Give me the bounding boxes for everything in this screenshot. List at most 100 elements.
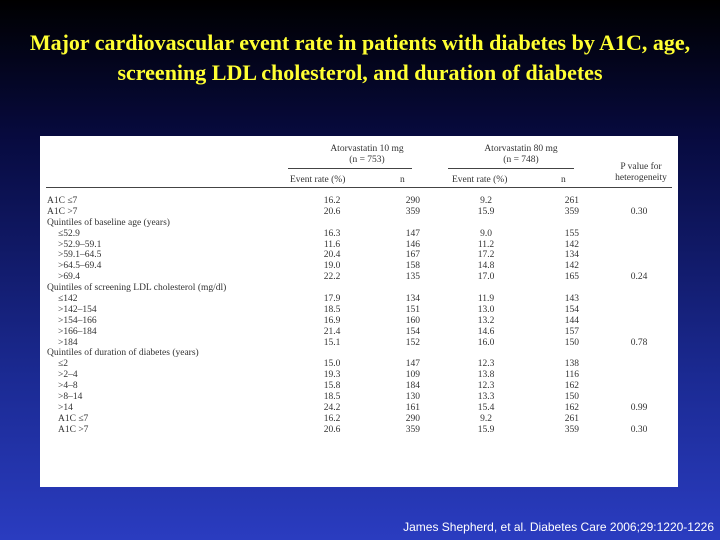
n-80mg: 150	[564, 392, 579, 403]
event-rate-10mg: 15.1	[323, 337, 341, 348]
table-row: A1C ≤7 16.2 290 9.2 261	[40, 414, 678, 425]
header-rule	[46, 187, 672, 188]
n-10mg: 359	[405, 424, 420, 435]
group2-name: Atorvastatin 80 mg	[484, 144, 558, 154]
event-rate-80mg: 13.8	[477, 370, 495, 381]
n-10mg: 135	[405, 272, 420, 283]
n-10mg: 290	[405, 413, 420, 424]
table-row: >4–8 15.8 184 12.3 162	[40, 381, 678, 392]
group2-n-subheader: n	[561, 175, 566, 185]
row-label: A1C ≤7	[58, 413, 89, 424]
event-rate-80mg: 17.2	[477, 250, 495, 261]
n-80mg: 138	[564, 359, 579, 370]
p-value: 0.78	[630, 337, 648, 348]
event-rate-80mg: 16.0	[477, 337, 495, 348]
n-80mg: 134	[564, 250, 579, 261]
n-80mg: 157	[564, 326, 579, 337]
event-rate-10mg: 15.8	[323, 381, 341, 392]
event-rate-10mg: 11.6	[323, 239, 341, 250]
row-label: A1C ≤7	[47, 196, 78, 206]
table-row: ≤2 15.0 147 12.3 138	[40, 359, 678, 370]
event-rate-10mg: 18.5	[323, 392, 341, 403]
table-row: >154–166 16.9 160 13.2 144	[40, 316, 678, 327]
group2-event-rate-subheader: Event rate (%)	[452, 175, 508, 185]
group2-header: Atorvastatin 80 mg (n = 748)	[456, 144, 586, 166]
group1-event-rate-subheader: Event rate (%)	[290, 175, 346, 185]
row-label: >52.9–59.1	[58, 239, 102, 250]
n-80mg: 144	[564, 315, 579, 326]
group1-header: Atorvastatin 10 mg (n = 753)	[302, 144, 432, 166]
table-row: Quintiles of screening LDL cholesterol (…	[40, 283, 678, 294]
table-row: A1C ≤7 16.2 290 9.2 261	[40, 196, 678, 207]
table-row: >2–4 19.3 109 13.8 116	[40, 370, 678, 381]
event-rate-80mg: 11.9	[477, 294, 495, 305]
n-80mg: 155	[564, 228, 579, 239]
results-table: Atorvastatin 10 mg (n = 753) Atorvastati…	[40, 136, 678, 487]
n-10mg: 147	[405, 228, 420, 239]
n-10mg: 109	[405, 370, 420, 381]
table-row: >142–154 18.5 151 13.0 154	[40, 305, 678, 316]
event-rate-10mg: 20.4	[323, 250, 341, 261]
row-label: ≤2	[58, 359, 68, 370]
table-row: Quintiles of duration of diabetes (years…	[40, 348, 678, 359]
group2-n: (n = 748)	[503, 155, 539, 165]
event-rate-80mg: 9.2	[480, 196, 492, 206]
group1-name: Atorvastatin 10 mg	[330, 144, 404, 154]
event-rate-10mg: 18.5	[323, 304, 341, 315]
event-rate-80mg: 12.3	[477, 381, 495, 392]
n-80mg: 116	[565, 370, 579, 381]
event-rate-10mg: 16.2	[323, 413, 341, 424]
table-body: A1C ≤7 16.2 290 9.2 261 A1C >7 20.6 359 15.9 359 0…	[40, 196, 678, 436]
table-row: >59.1–64.5 20.4 167 17.2 134	[40, 250, 678, 261]
row-label: >166–184	[58, 326, 97, 337]
n-80mg: 142	[564, 239, 579, 250]
event-rate-80mg: 14.8	[477, 261, 495, 272]
event-rate-10mg: 22.2	[323, 272, 341, 283]
table-row: >69.4 22.2 135 17.0 165 0.24	[40, 272, 678, 283]
n-80mg: 142	[564, 261, 579, 272]
event-rate-10mg: 16.2	[323, 196, 341, 206]
row-label: >142–154	[58, 304, 97, 315]
row-label: >64.5–69.4	[58, 261, 102, 272]
n-80mg: 261	[564, 413, 579, 424]
n-10mg: 167	[405, 250, 420, 261]
p-value-header: P value for heterogeneity	[615, 162, 667, 183]
n-10mg: 359	[405, 206, 420, 217]
table-row: ≤52.9 16.3 147 9.0 155	[40, 229, 678, 240]
row-label: A1C >7	[47, 206, 78, 217]
event-rate-80mg: 13.2	[477, 315, 495, 326]
p-value: 0.30	[630, 424, 648, 435]
event-rate-10mg: 20.6	[323, 424, 341, 435]
event-rate-80mg: 15.9	[477, 424, 495, 435]
event-rate-80mg: 14.6	[477, 326, 495, 337]
row-label: A1C >7	[58, 424, 89, 435]
row-label: ≤52.9	[58, 228, 80, 239]
n-10mg: 147	[405, 359, 420, 370]
event-rate-10mg: 19.0	[323, 261, 341, 272]
row-label: >8–14	[58, 392, 83, 403]
table-row: >8–14 18.5 130 13.3 150	[40, 392, 678, 403]
n-80mg: 162	[564, 381, 579, 392]
event-rate-10mg: 17.9	[323, 294, 341, 305]
event-rate-80mg: 13.3	[477, 392, 495, 403]
row-label: Quintiles of duration of diabetes (years…	[47, 348, 199, 359]
p-value: 0.30	[630, 206, 648, 217]
table-row: A1C >7 20.6 359 15.9 359 0.30	[40, 207, 678, 218]
n-80mg: 143	[564, 294, 579, 305]
row-label: >14	[58, 402, 73, 413]
n-10mg: 158	[405, 261, 420, 272]
n-80mg: 359	[564, 424, 579, 435]
table-row: >184 15.1 152 16.0 150 0.78	[40, 338, 678, 349]
n-10mg: 160	[405, 315, 420, 326]
table-row: ≤142 17.9 134 11.9 143	[40, 294, 678, 305]
event-rate-10mg: 16.3	[323, 228, 341, 239]
table-row: >52.9–59.1 11.6 146 11.2 142	[40, 240, 678, 251]
event-rate-80mg: 17.0	[477, 272, 495, 283]
n-10mg: 161	[405, 402, 420, 413]
group1-n: (n = 753)	[349, 155, 385, 165]
n-10mg: 146	[405, 239, 420, 250]
n-10mg: 134	[405, 294, 420, 305]
row-label: >2–4	[58, 370, 78, 381]
n-10mg: 184	[405, 381, 420, 392]
event-rate-10mg: 24.2	[323, 402, 341, 413]
